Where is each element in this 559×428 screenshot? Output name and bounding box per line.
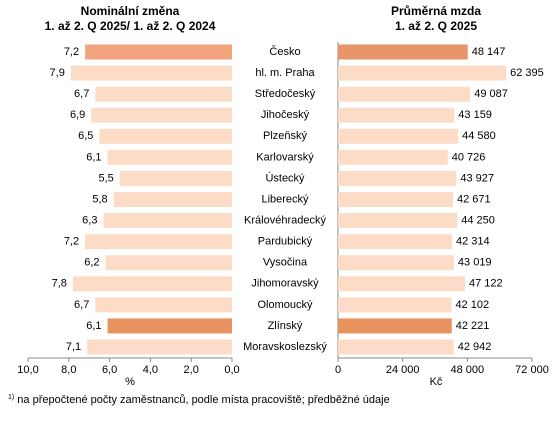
chart-title: Průměrná mzda	[391, 4, 481, 18]
category-label: Česko	[269, 45, 300, 58]
bar	[85, 44, 233, 60]
bar	[338, 318, 452, 334]
category-label: Jihomoravský	[251, 278, 319, 290]
x-tick-label: 8,0	[61, 364, 76, 376]
value-label: 47 122	[469, 278, 503, 290]
value-label: 6,1	[86, 151, 101, 163]
bar	[107, 149, 232, 165]
value-label: 42 314	[456, 236, 490, 248]
footnote-text: na přepočtené počty zaměstnanců, podle m…	[14, 394, 389, 406]
value-label: 6,1	[86, 320, 101, 332]
x-tick-label: 0,0	[224, 364, 239, 376]
category-label: Pardubický	[258, 236, 313, 248]
value-label: 7,2	[64, 236, 79, 248]
bar	[338, 128, 459, 144]
value-label: 6,9	[70, 109, 85, 121]
value-label: 7,2	[64, 46, 79, 58]
value-label: 43 927	[460, 172, 494, 184]
bar	[107, 318, 232, 334]
x-tick-label: 4,0	[143, 364, 158, 376]
value-label: 6,7	[74, 88, 89, 100]
value-label: 44 250	[461, 214, 495, 226]
value-label: 6,3	[82, 214, 97, 226]
category-label: Karlovarský	[256, 151, 314, 163]
value-label: 42 102	[455, 299, 489, 311]
value-label: 42 942	[458, 341, 492, 353]
category-label: Vysočina	[263, 257, 308, 269]
bar	[338, 149, 448, 165]
bar	[95, 297, 232, 313]
bar	[338, 170, 457, 186]
bar	[338, 65, 507, 81]
bar	[119, 170, 232, 186]
bar	[95, 86, 232, 102]
bar	[338, 192, 453, 207]
bar	[338, 255, 454, 271]
bar	[338, 44, 468, 60]
value-label: 42 671	[457, 193, 491, 205]
category-label: Královéhradecký	[244, 214, 326, 226]
x-tick-label: 10,0	[17, 364, 38, 376]
bar	[99, 128, 233, 144]
category-label: Moravskoslezský	[243, 341, 327, 353]
x-tick-label: 72 000	[515, 364, 549, 376]
bar	[70, 65, 232, 81]
value-label: 6,7	[74, 299, 89, 311]
value-label: 62 395	[510, 67, 544, 79]
value-label: 5,8	[92, 193, 107, 205]
chart-title: Nominální změna	[81, 4, 180, 18]
value-label: 48 147	[472, 46, 506, 58]
value-label: 7,8	[52, 278, 67, 290]
bar	[338, 213, 458, 229]
chart-subtitle: 1. až 2. Q 2025/ 1. až 2. Q 2024	[45, 19, 216, 33]
x-tick-label: 2,0	[184, 364, 199, 376]
value-label: 43 019	[458, 257, 492, 269]
value-label: 6,2	[84, 257, 99, 269]
bar	[338, 234, 453, 250]
x-tick-label: 24 000	[386, 364, 420, 376]
bar	[103, 213, 232, 229]
bar	[87, 339, 232, 355]
footnote-marker: 1)	[8, 394, 14, 401]
value-label: 42 221	[456, 320, 490, 332]
x-axis-label: Kč	[430, 376, 443, 388]
category-label: Jihočeský	[261, 109, 310, 121]
bar	[338, 339, 454, 355]
category-label: Středočeský	[255, 88, 316, 100]
value-label: 49 087	[474, 88, 508, 100]
x-tick-label: 0	[335, 364, 341, 376]
value-label: 40 726	[452, 151, 486, 163]
value-label: 7,9	[50, 67, 65, 79]
bar	[105, 255, 232, 271]
footnote: 1) na přepočtené počty zaměstnanců, podl…	[8, 394, 390, 406]
bar	[113, 192, 232, 207]
category-label: Zlínský	[268, 320, 303, 332]
category-label: Ústecký	[265, 171, 305, 184]
chart-subtitle: 1. až 2. Q 2025	[395, 19, 477, 33]
value-label: 6,5	[78, 130, 93, 142]
x-tick-label: 48 000	[451, 364, 485, 376]
bar	[338, 86, 471, 102]
value-label: 7,1	[66, 341, 81, 353]
x-tick-label: 6,0	[102, 364, 117, 376]
category-label: Olomoucký	[257, 299, 313, 311]
value-label: 5,5	[99, 172, 114, 184]
bar	[338, 297, 452, 313]
category-label: hl. m. Praha	[255, 67, 315, 79]
bar	[338, 276, 465, 292]
x-axis-label: %	[125, 376, 135, 388]
category-label: Plzeňský	[263, 130, 308, 142]
value-label: 43 159	[458, 109, 492, 121]
bar	[91, 107, 233, 123]
bar	[72, 276, 232, 292]
value-label: 44 580	[462, 130, 496, 142]
bar	[85, 234, 233, 250]
category-label: Liberecký	[261, 193, 309, 205]
bar	[338, 107, 455, 123]
